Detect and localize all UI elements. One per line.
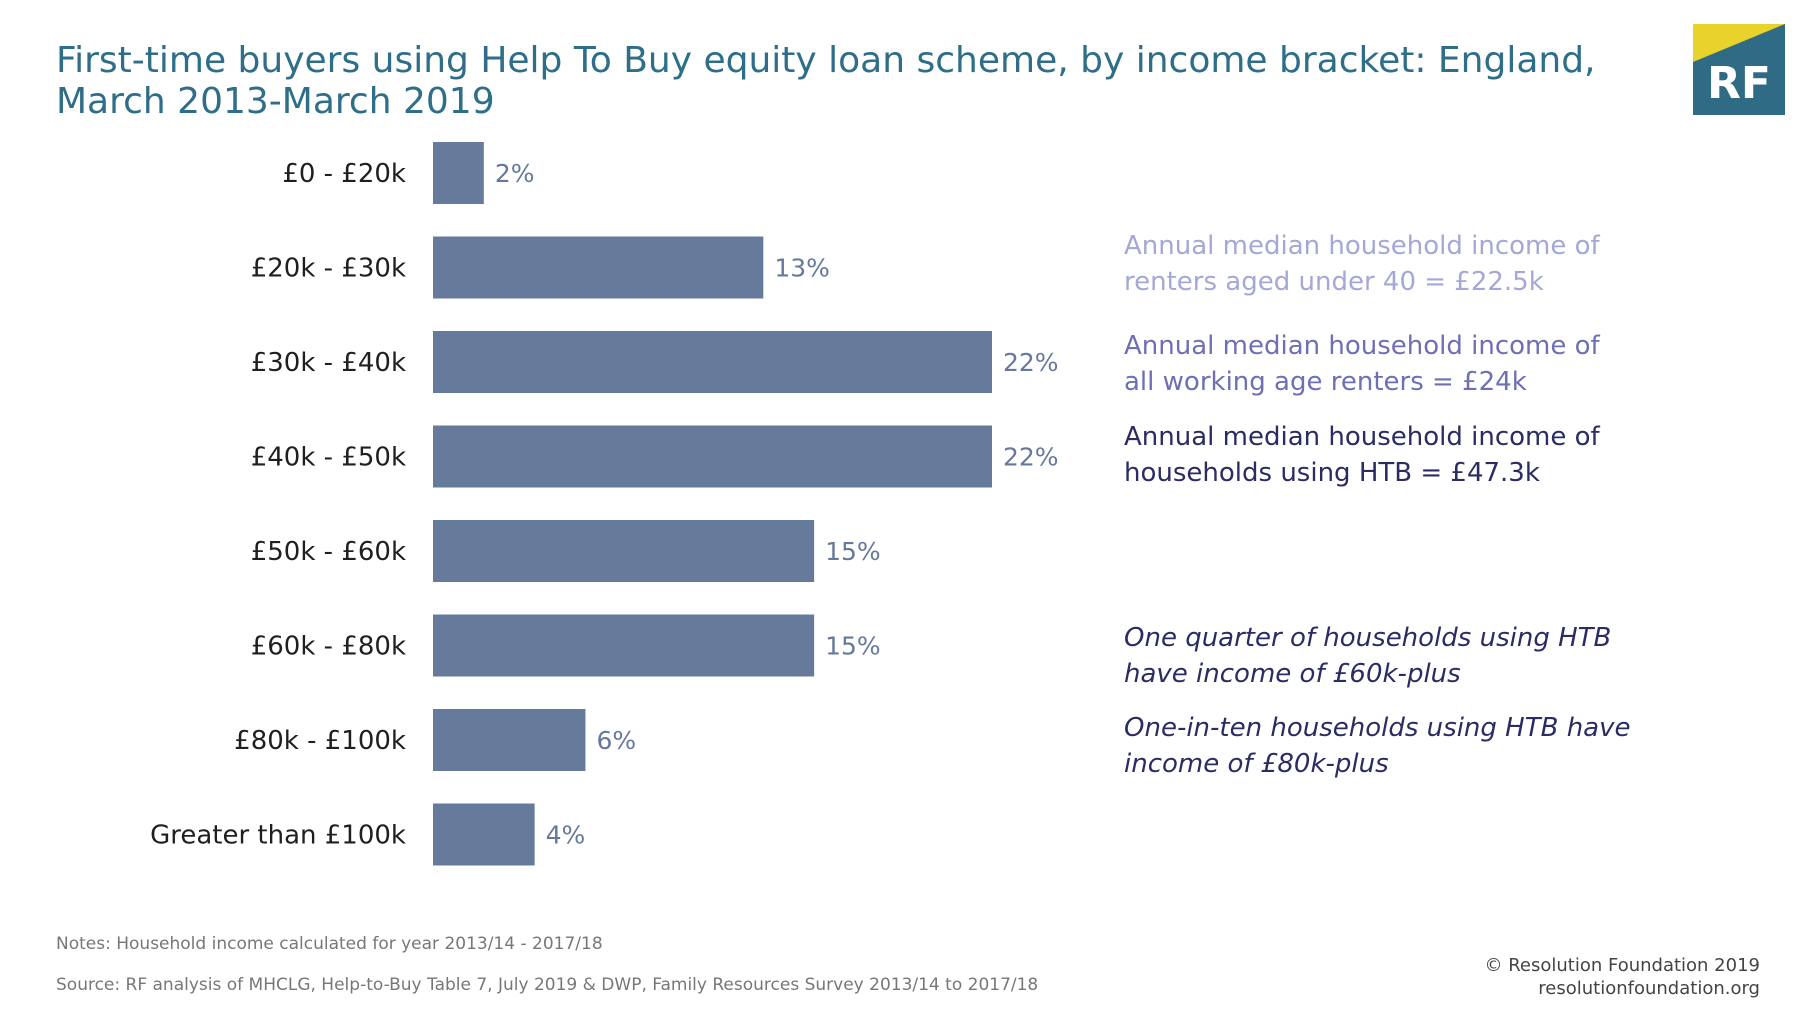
category-label: £0 - £20k — [282, 159, 406, 189]
bar — [433, 142, 484, 204]
website-link[interactable]: resolutionfoundation.org — [1538, 978, 1760, 999]
annotation-one-in-ten-80k-plus: One-in-ten households using HTB have inc… — [1124, 713, 1631, 779]
category-label: £30k - £40k — [251, 348, 406, 378]
category-label: £50k - £60k — [251, 537, 406, 567]
copyright-text: © Resolution Foundation 2019 — [1484, 955, 1760, 976]
logo-text: RF — [1707, 58, 1771, 109]
annotation-quarter-60k-plus: One quarter of households using HTB have… — [1124, 623, 1612, 689]
value-label: 15% — [825, 537, 881, 566]
category-label: £60k - £80k — [251, 632, 406, 662]
bar — [433, 236, 764, 299]
annotation-working-age-renters: Annual median household income of all wo… — [1124, 331, 1600, 397]
value-label: 15% — [825, 632, 881, 661]
category-label: £20k - £30k — [251, 254, 406, 284]
bar — [433, 803, 535, 866]
value-label: 4% — [546, 821, 586, 850]
value-label: 22% — [1003, 443, 1059, 472]
rf-logo: RF — [1693, 24, 1785, 115]
annotation-renters-under-40: Annual median household income of renter… — [1124, 231, 1600, 297]
category-label: £40k - £50k — [251, 443, 406, 473]
bar — [433, 425, 992, 488]
bar — [433, 520, 815, 582]
bar — [433, 614, 815, 677]
bar — [433, 331, 992, 393]
category-label: Greater than £100k — [150, 821, 406, 851]
value-label: 22% — [1003, 348, 1059, 377]
notes-text: Notes: Household income calculated for y… — [56, 934, 603, 954]
chart-title: First-time buyers using Help To Buy equi… — [56, 40, 1596, 122]
value-label: 6% — [596, 726, 636, 755]
category-label: £80k - £100k — [234, 726, 406, 756]
value-label: 13% — [774, 254, 830, 283]
bar — [433, 709, 586, 771]
value-label: 2% — [495, 159, 535, 188]
logo-corner — [1693, 24, 1785, 62]
source-text: Source: RF analysis of MHCLG, Help-to-Bu… — [56, 975, 1039, 995]
annotation-htb-households: Annual median household income of househ… — [1124, 422, 1600, 488]
